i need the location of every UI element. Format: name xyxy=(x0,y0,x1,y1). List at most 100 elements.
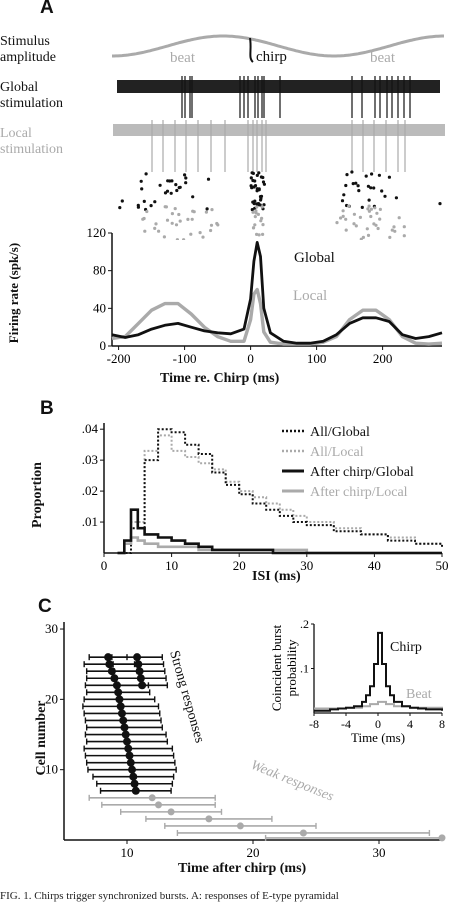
panel-c-label: C xyxy=(38,596,52,617)
global-raster-dot xyxy=(387,175,391,179)
local-raster-dot xyxy=(341,214,345,218)
local-raster-dot xyxy=(372,222,376,226)
global-raster-dot xyxy=(183,173,187,177)
figure-caption: FIG. 1. Chirps trigger synchronized burs… xyxy=(0,890,339,902)
local-raster-dot xyxy=(177,212,181,217)
chirp-annotation: chirp xyxy=(256,49,287,65)
local-raster-dot xyxy=(178,219,182,223)
global-trace-band xyxy=(117,80,440,93)
local-raster-dot xyxy=(153,226,157,230)
local-raster-dot xyxy=(198,231,202,235)
local-raster-dot xyxy=(335,221,339,225)
local-raster-dot xyxy=(165,218,170,222)
panel-a-firing-rate-chart: 0 40 80 120 -200 -100 0 100 200 Global Local xyxy=(87,225,443,366)
local-raster-dot xyxy=(375,211,379,215)
beat-annotation-right: beat xyxy=(370,50,396,66)
global-raster-dot xyxy=(257,188,261,192)
global-raster-dot xyxy=(136,205,140,209)
local-raster-dot xyxy=(175,238,179,240)
global-raster-dot xyxy=(438,202,442,206)
panel-b-series-0 xyxy=(117,428,443,554)
panel-c-point-weak xyxy=(236,822,244,830)
inset-legend-beat: Beat xyxy=(406,687,432,702)
global-raster-dot xyxy=(366,184,370,188)
global-raster-dot xyxy=(377,173,381,177)
panel-b-xlabel: ISI (ms) xyxy=(252,569,301,584)
panel-c-ylabel: Cell number xyxy=(34,700,49,776)
inset-legend-chirp: Chirp xyxy=(390,640,422,655)
local-raster-dot xyxy=(367,209,371,213)
global-raster-dot xyxy=(250,208,254,212)
local-raster-dot xyxy=(393,229,397,233)
panel-b-xtick-label: 30 xyxy=(300,558,313,573)
global-raster-dot xyxy=(364,174,368,178)
panel-c-point-weak xyxy=(148,794,156,802)
local-raster-dot xyxy=(352,212,356,216)
panel-c-point-weak xyxy=(205,815,213,823)
panel-b-legend-label-1: All/Local xyxy=(310,445,364,460)
global-raster-dot xyxy=(255,173,259,177)
inset-series-chirp xyxy=(314,631,443,712)
stimulus-amplitude-label: Stimulus amplitude xyxy=(0,34,56,66)
panel-c-point-strong xyxy=(128,765,137,774)
panel-a-series-global xyxy=(111,241,443,345)
global-raster-dot xyxy=(205,207,209,211)
global-raster-dot xyxy=(360,205,364,209)
local-raster-dot xyxy=(260,216,264,220)
panel-b-xtick-label: 0 xyxy=(101,558,108,573)
global-raster-dot xyxy=(191,195,195,199)
global-raster-dot xyxy=(342,193,346,197)
local-raster-dot xyxy=(170,212,174,216)
panel-a-xtick-label: -200 xyxy=(107,351,131,366)
local-raster-dot xyxy=(388,235,392,239)
inset-ytick-label: .1 xyxy=(300,662,309,676)
inset-ylabel-line1: Coincident burst xyxy=(269,624,284,711)
local-raster-dot xyxy=(143,229,147,233)
panel-c-point-weak xyxy=(438,834,446,842)
local-raster-dot xyxy=(145,209,149,214)
local-raster-dot xyxy=(358,215,362,219)
local-label-line2: stimulation xyxy=(0,142,63,157)
local-raster-dot xyxy=(339,216,343,220)
inset-xtick-label: 4 xyxy=(407,717,413,731)
panel-c-xtick-label: 10 xyxy=(121,845,134,860)
panel-c-point-strong xyxy=(136,674,145,683)
panel-c-ytick-label: 10 xyxy=(45,762,58,777)
panel-b-legend-label-0: All/Global xyxy=(310,425,370,440)
local-raster-dot xyxy=(162,235,166,239)
local-raster-dot xyxy=(209,228,213,233)
local-trace-band xyxy=(113,124,445,136)
global-raster-dot xyxy=(206,177,211,181)
panel-a-ytick-label: 80 xyxy=(93,263,106,278)
local-raster-dot xyxy=(256,212,260,216)
stimulus-waveform xyxy=(112,34,444,58)
panel-c-point-strong xyxy=(126,758,135,767)
local-raster-dot xyxy=(361,235,365,239)
panel-a-ytick-label: 40 xyxy=(93,300,106,315)
global-raster-dot xyxy=(178,185,182,189)
local-raster-dot xyxy=(170,221,174,225)
local-raster-dot xyxy=(141,217,145,221)
panel-a-legend-local: Local xyxy=(293,288,327,304)
global-raster-dot xyxy=(139,179,143,183)
panel-c-point-strong xyxy=(105,660,114,669)
global-raster-dot xyxy=(383,194,387,198)
global-raster-dot xyxy=(175,188,179,193)
panel-c-xtick-label: 30 xyxy=(373,845,386,860)
panel-c-point-strong xyxy=(135,667,144,676)
global-raster-dot xyxy=(249,176,253,180)
local-raster-dot xyxy=(210,208,214,212)
local-raster-dot xyxy=(369,207,373,211)
global-raster-dot xyxy=(262,203,266,207)
local-raster-dot xyxy=(354,224,358,228)
panel-c-point-strong xyxy=(124,744,133,753)
panel-a-traces: beat chirp beat xyxy=(112,34,445,240)
local-raster-dot xyxy=(253,223,257,227)
inset-ytick-label: .2 xyxy=(300,617,309,631)
global-raster-dot xyxy=(369,186,373,190)
panel-b-xtick-label: 10 xyxy=(165,558,178,573)
local-raster-dot xyxy=(261,232,265,236)
local-raster-dot xyxy=(190,217,194,221)
local-raster-dot xyxy=(164,205,168,209)
global-raster-dot xyxy=(253,179,257,183)
